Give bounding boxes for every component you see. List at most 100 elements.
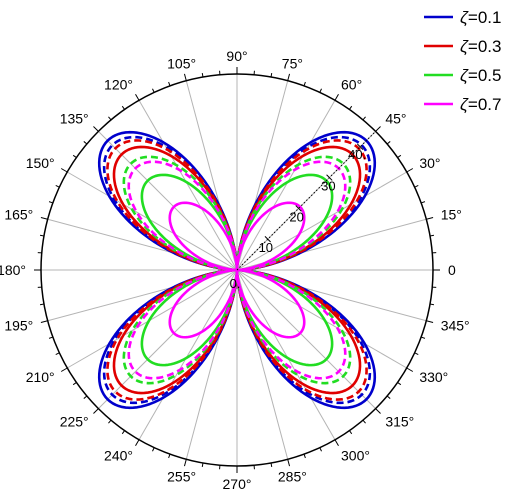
angle-tick-210 <box>60 367 68 372</box>
angle-tick-315 <box>375 408 381 414</box>
angle-tick-10 <box>429 234 435 237</box>
angle-tick-170 <box>39 234 45 237</box>
radial-label-40: 40. <box>348 147 366 162</box>
angle-tick-310 <box>362 419 366 424</box>
angle-label-90: 90° <box>226 48 247 64</box>
angle-tick-340 <box>421 336 426 339</box>
legend-value-1: =0.3 <box>468 37 502 56</box>
legend-symbol-3: ζ <box>460 95 469 114</box>
legend-value-3: =0.7 <box>468 95 502 114</box>
angle-label-75: 75° <box>282 55 303 71</box>
angle-tick-160 <box>48 201 53 204</box>
angle-label-165: 165° <box>4 207 33 223</box>
angle-tick-30 <box>406 168 414 173</box>
angle-tick-230 <box>108 419 112 424</box>
spoke-line-330 <box>236 269 407 369</box>
legend: ζ=0.1ζ=0.3ζ=0.5ζ=0.7 <box>424 8 501 114</box>
angle-tick-220 <box>83 395 88 399</box>
angle-label-60: 60° <box>341 77 362 93</box>
legend-label-2: ζ=0.5 <box>460 66 501 85</box>
angle-tick-125 <box>121 105 125 110</box>
angle-tick-110 <box>168 81 171 86</box>
radial-tick-40 <box>357 143 364 150</box>
angle-tick-75 <box>287 73 291 81</box>
angle-tick-55 <box>349 105 353 110</box>
angle-tick-35 <box>397 154 402 158</box>
angle-tick-105 <box>183 73 187 81</box>
angle-label-195: 195° <box>4 317 33 333</box>
angle-label-105: 105° <box>167 55 196 71</box>
angle-tick-305 <box>349 430 353 435</box>
angle-label-15: 15° <box>441 207 462 223</box>
angle-tick-15 <box>426 216 434 220</box>
angle-tick-135 <box>93 126 99 132</box>
angle-label-45: 45° <box>385 111 406 127</box>
angle-tick-350 <box>429 303 435 306</box>
angle-label-135: 135° <box>60 111 89 127</box>
angle-label-225: 225° <box>60 413 89 429</box>
angle-label-120: 120° <box>104 77 133 93</box>
angle-tick-345 <box>426 320 434 324</box>
angle-tick-50 <box>362 116 366 121</box>
legend-label-1: ζ=0.3 <box>460 37 501 56</box>
radial-axis: 0. 10 20 30 40. <box>230 131 376 291</box>
angle-tick-20 <box>421 201 426 204</box>
angle-tick-100 <box>201 72 204 78</box>
radial-label-30: 30 <box>321 179 335 194</box>
radial-tick-10 <box>264 236 271 243</box>
angle-tick-290 <box>303 454 306 459</box>
angle-label-0: 0 <box>448 262 456 278</box>
angle-tick-320 <box>386 395 391 399</box>
angle-tick-330 <box>406 367 414 372</box>
spoke-line-120 <box>138 100 238 271</box>
angle-tick-165 <box>40 216 48 220</box>
angle-tick-155 <box>55 185 60 188</box>
angle-tick-280 <box>270 462 273 468</box>
angle-tick-325 <box>397 382 402 386</box>
angle-tick-40 <box>386 141 391 145</box>
angle-label-345: 345° <box>441 317 470 333</box>
spoke-line-300 <box>236 269 336 440</box>
angle-tick-200 <box>48 336 53 339</box>
angle-tick-140 <box>83 141 88 145</box>
legend-symbol-2: ζ <box>460 66 469 85</box>
legend-value-2: =0.5 <box>468 66 502 85</box>
radial-axis-line <box>236 131 376 271</box>
spoke-line-240 <box>138 269 238 440</box>
spoke-line-60 <box>236 100 336 271</box>
legend-symbol-1: ζ <box>460 37 469 56</box>
legend-value-0: =0.1 <box>468 8 502 27</box>
angle-label-30: 30° <box>419 155 440 171</box>
angle-tick-120 <box>135 93 140 101</box>
angle-label-150: 150° <box>26 155 55 171</box>
spoke-line-210 <box>67 269 238 369</box>
angle-tick-190 <box>39 303 45 306</box>
angle-tick-25 <box>414 185 419 188</box>
radial-label-10: 10 <box>259 240 273 255</box>
angle-tick-65 <box>319 88 322 93</box>
angle-label-330: 330° <box>419 369 448 385</box>
angle-tick-150 <box>60 168 68 173</box>
spoke-line-150 <box>67 171 238 271</box>
angle-label-285: 285° <box>278 469 307 485</box>
angle-tick-240 <box>135 439 140 447</box>
angle-label-300: 300° <box>341 447 370 463</box>
angle-tick-335 <box>414 352 419 355</box>
angle-label-180: 180° <box>0 262 26 278</box>
angle-tick-235 <box>121 430 125 435</box>
angle-tick-130 <box>108 116 112 121</box>
radial-tick-20 <box>295 205 302 212</box>
radial-label-20: 20 <box>289 209 303 224</box>
legend-symbol-0: ζ <box>460 8 469 27</box>
angle-tick-60 <box>334 93 339 101</box>
angle-tick-300 <box>334 439 339 447</box>
legend-label-0: ζ=0.1 <box>460 8 501 27</box>
angle-tick-195 <box>40 320 48 324</box>
legend-label-3: ζ=0.7 <box>460 95 501 114</box>
angle-tick-245 <box>152 447 155 452</box>
angle-tick-45 <box>375 126 381 132</box>
angle-labels: 0 15° 30° 45° 60° 75° 90° 105° 120° 135° 150° 165° 1… <box>0 48 470 492</box>
radial-tick-30 <box>326 174 333 181</box>
angle-tick-145 <box>72 154 77 158</box>
